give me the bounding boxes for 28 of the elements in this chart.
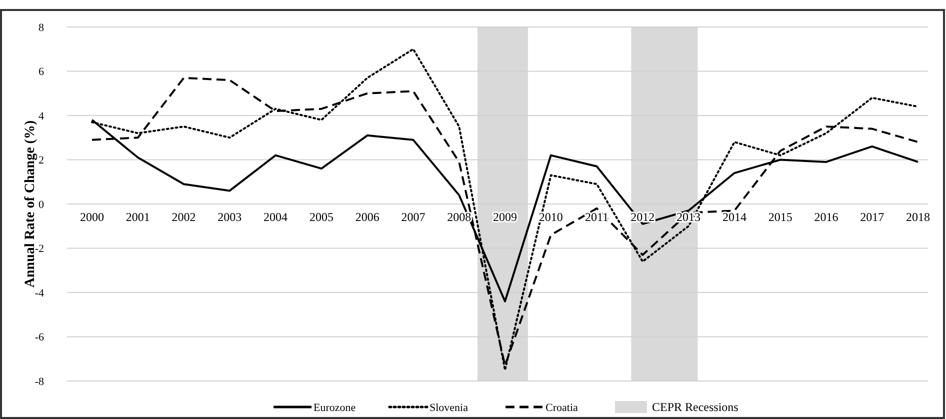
x-tick-label: 2007 [401, 210, 426, 224]
y-tick-label: 4 [38, 110, 44, 122]
y-tick-label: -8 [34, 376, 44, 388]
x-tick-label: 2017 [860, 210, 884, 224]
x-tick-label: 2010 [538, 210, 563, 224]
x-tick-label: 2014 [722, 210, 746, 224]
y-tick-label: -6 [34, 332, 44, 344]
x-tick-label: 2018 [906, 210, 930, 224]
x-tick-label: 2000 [80, 210, 104, 224]
legend-label: Eurozone [314, 402, 356, 414]
legend-label: Slovenia [430, 402, 468, 414]
x-tick-label: 2004 [264, 210, 288, 224]
x-tick-label: 2005 [309, 210, 334, 224]
x-tick-label: 2015 [768, 210, 792, 224]
y-tick-label: 6 [38, 66, 44, 78]
y-tick-label: 8 [38, 22, 44, 34]
y-tick-label: -4 [34, 287, 44, 300]
y-tick-label: -2 [34, 243, 44, 256]
x-tick-label: 2016 [814, 210, 838, 224]
legend-label: Croatia [546, 402, 578, 414]
y-tick-label: 2 [38, 154, 44, 167]
y-tick-label: 0 [38, 198, 44, 211]
x-tick-label: 2003 [218, 210, 242, 224]
x-tick-label: 2009 [493, 210, 517, 224]
legend-label: CEPR Recessions [652, 400, 739, 414]
x-tick-label: 2006 [355, 210, 380, 224]
x-tick-label: 2002 [172, 210, 196, 224]
x-tick-label: 2001 [126, 210, 150, 224]
